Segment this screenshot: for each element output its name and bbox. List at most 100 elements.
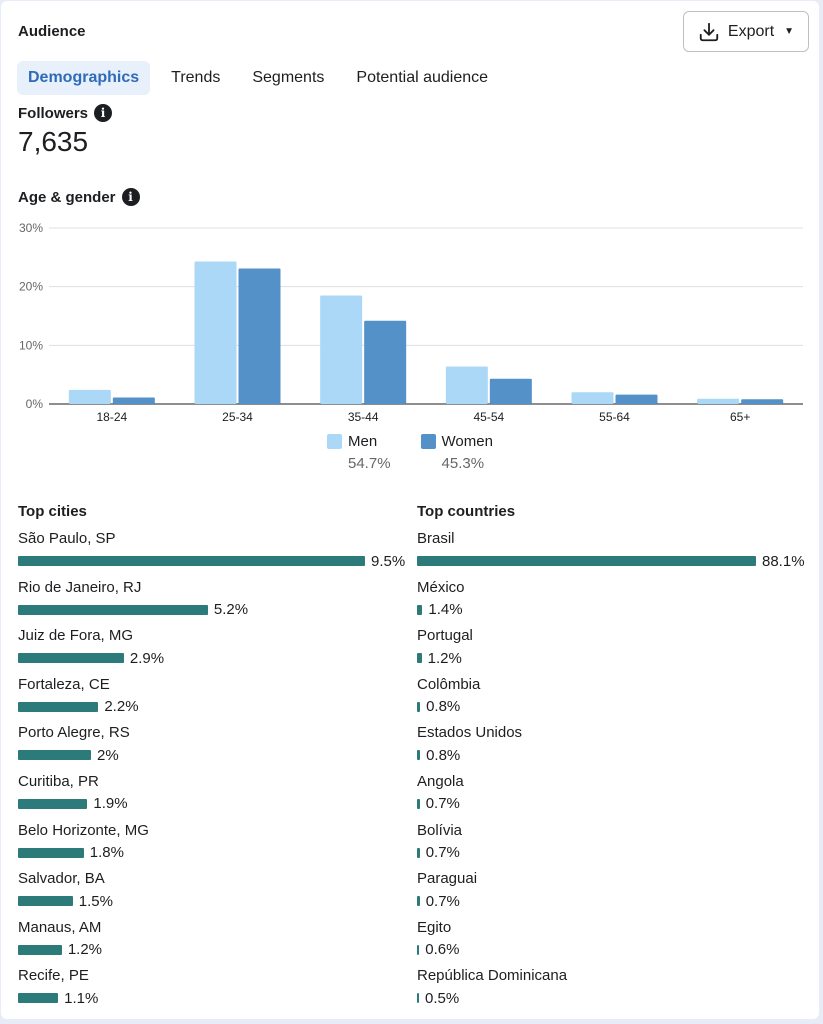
list-item: Angola 0.7% xyxy=(417,773,805,822)
item-name: Egito xyxy=(417,918,452,936)
tab-demographics[interactable]: Demographics xyxy=(17,61,151,95)
x-tick-label: 25-34 xyxy=(222,410,253,424)
age-gender-label: Age & gender xyxy=(18,188,116,206)
value-bar xyxy=(18,798,88,809)
bar-men-18-24[interactable] xyxy=(68,389,111,404)
x-tick-label: 65+ xyxy=(730,410,750,424)
list-item: Recife, PE 1.1% xyxy=(18,967,405,1016)
y-tick-label: 0% xyxy=(26,397,44,411)
item-name: Belo Horizonte, MG xyxy=(18,821,149,839)
bar-women-25-34[interactable] xyxy=(238,268,281,404)
value-label: 2.9% xyxy=(129,649,165,667)
download-icon xyxy=(699,22,719,41)
item-name: Brasil xyxy=(417,530,455,547)
list-item: Salvador, BA 1.5% xyxy=(18,870,405,919)
tab-bar: Demographics Trends Segments Potential a… xyxy=(17,61,509,95)
bar-men-45-54[interactable] xyxy=(445,366,488,404)
bar-women-55-64[interactable] xyxy=(615,394,658,404)
item-name: Fortaleza, CE xyxy=(18,675,110,693)
bar-men-65+[interactable] xyxy=(697,398,740,404)
item-name: Angola xyxy=(417,772,464,790)
bar-men-55-64[interactable] xyxy=(571,392,614,404)
value-label: 2.2% xyxy=(104,698,139,716)
age-gender-chart: 0% 10% 20% 30% 18-24 25-34 35-44 45-54 55-64 65+ xyxy=(19,221,803,424)
x-tick-label: 35-44 xyxy=(348,410,379,424)
tab-potential-audience[interactable]: Potential audience xyxy=(356,69,489,86)
bar-row: 1.4% xyxy=(417,601,805,619)
tab-segments[interactable]: Segments xyxy=(252,69,325,86)
item-name: Colômbia xyxy=(417,675,481,693)
bar-row: 0.7% xyxy=(417,795,805,813)
legend-swatch-men xyxy=(327,434,342,449)
item-name: Curitiba, PR xyxy=(18,772,99,790)
list-item: São Paulo, SP 9.5% xyxy=(18,530,405,579)
list-item: Egito 0.6% xyxy=(417,919,805,968)
bar-women-65+[interactable] xyxy=(741,399,784,404)
bar-women-45-54[interactable] xyxy=(489,378,532,404)
legend-label-women: Women xyxy=(441,433,493,450)
x-tick-label: 18-24 xyxy=(96,410,127,424)
item-name: México xyxy=(417,578,465,596)
item-name: República Dominicana xyxy=(417,967,568,985)
value-label: 1.4% xyxy=(428,601,463,619)
export-button[interactable]: Export ▼ xyxy=(683,11,809,52)
value-label: 5.2% xyxy=(213,601,249,619)
value-bar xyxy=(417,944,420,955)
info-icon[interactable]: i xyxy=(94,104,113,122)
list-item: Fortaleza, CE 2.2% xyxy=(18,676,405,725)
bar-women-35-44[interactable] xyxy=(364,320,407,404)
value-bar xyxy=(18,896,73,907)
value-bar xyxy=(417,701,421,712)
y-tick-label: 20% xyxy=(19,280,43,294)
top-countries-list: Brasil 88.1% México 1.4% Portugal 1.2% Colômbi… xyxy=(417,530,805,1016)
item-name: Manaus, AM xyxy=(18,918,102,936)
legend-item-men[interactable]: Men 54.7% xyxy=(327,433,391,472)
value-label: 2% xyxy=(97,746,119,764)
value-bar xyxy=(18,847,84,858)
bar-row: 0.7% xyxy=(417,844,805,862)
list-item: Belo Horizonte, MG 1.8% xyxy=(18,822,405,871)
x-tick-label: 45-54 xyxy=(473,410,504,424)
value-label: 9.5% xyxy=(371,552,406,570)
x-tick-label: 55-64 xyxy=(599,410,630,424)
page-title: Audience xyxy=(18,23,86,40)
value-bar xyxy=(18,701,99,712)
bar-row: 0.6% xyxy=(417,941,805,959)
value-bar xyxy=(417,556,756,566)
bar-row: 88.1% xyxy=(417,552,805,570)
list-item: Curitiba, PR 1.9% xyxy=(18,773,405,822)
value-bar xyxy=(18,556,365,566)
legend-item-women[interactable]: Women 45.3% xyxy=(420,433,493,472)
value-label: 1.9% xyxy=(93,795,128,813)
followers-heading: Followers i xyxy=(18,104,113,122)
bar-men-25-34[interactable] xyxy=(194,261,237,404)
value-label: 1.5% xyxy=(78,892,113,910)
list-item: Colômbia 0.8% xyxy=(417,676,805,725)
info-icon[interactable]: i xyxy=(121,188,140,206)
legend-swatch-women xyxy=(420,434,436,449)
bar-women-18-24[interactable] xyxy=(112,397,155,404)
followers-label: Followers xyxy=(18,104,89,122)
bar-row: 0.7% xyxy=(417,892,805,910)
bar-row: 9.5% xyxy=(18,552,405,570)
caret-down-icon: ▼ xyxy=(784,26,795,37)
value-label: 0.7% xyxy=(425,892,460,910)
bar-row: 0.8% xyxy=(417,698,805,716)
bar-row: 1.2% xyxy=(18,941,405,959)
list-item: Manaus, AM 1.2% xyxy=(18,919,405,968)
value-bar xyxy=(417,993,419,1004)
bar-row: 2% xyxy=(18,746,405,764)
value-bar xyxy=(417,750,421,761)
list-item: Bolívia 0.7% xyxy=(417,822,805,871)
legend-pct-men: 54.7% xyxy=(348,455,391,472)
bar-row: 2.9% xyxy=(18,649,405,667)
bar-row: 0.5% xyxy=(417,989,805,1007)
tab-trends[interactable]: Trends xyxy=(171,69,221,86)
bar-men-35-44[interactable] xyxy=(320,295,363,404)
bar-row: 2.2% xyxy=(18,698,405,716)
list-item: Juiz de Fora, MG 2.9% xyxy=(18,627,405,676)
chart-legend: Men 54.7% Women 45.3% xyxy=(327,433,493,472)
value-label: 1.1% xyxy=(64,989,99,1007)
list-item: Portugal 1.2% xyxy=(417,627,805,676)
